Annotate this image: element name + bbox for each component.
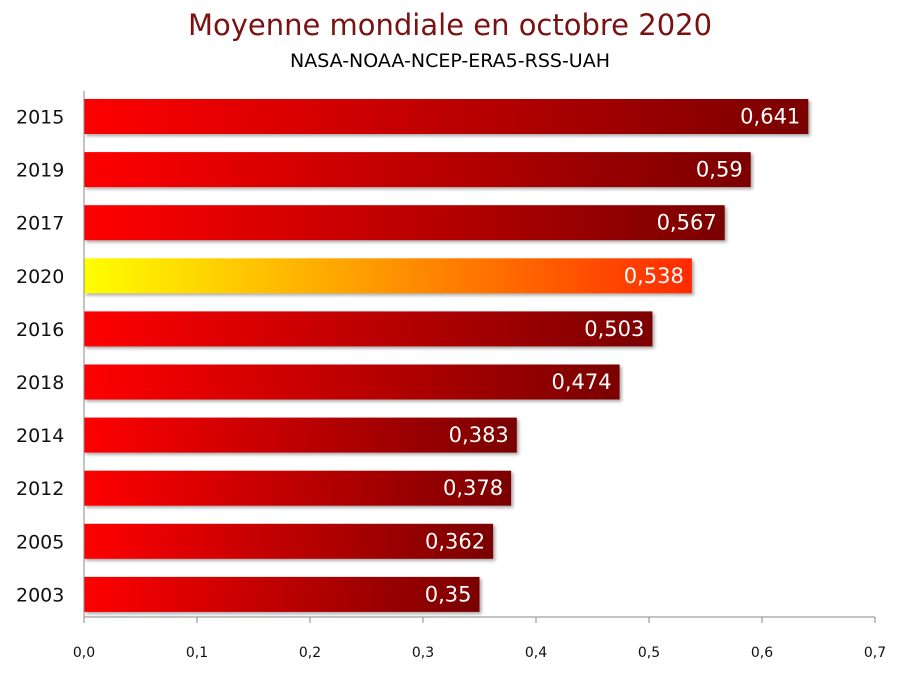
- bar-2018: [84, 364, 620, 400]
- bar-2014: [84, 417, 517, 453]
- data-label-2003: 0,35: [425, 582, 472, 606]
- x-tick-label: 0,1: [186, 645, 208, 661]
- bar-2003: [84, 576, 480, 612]
- bar-2019: [84, 152, 751, 188]
- bar-2005: [84, 523, 494, 559]
- y-tick-label-2016: 2016: [16, 319, 64, 341]
- x-tick-label: 0,7: [864, 645, 886, 661]
- y-tick-label-2012: 2012: [16, 478, 64, 500]
- data-label-2012: 0,378: [443, 476, 503, 500]
- data-label-2018: 0,474: [551, 370, 611, 394]
- bar-2017: [84, 205, 725, 241]
- data-label-2015: 0,641: [740, 105, 800, 129]
- y-tick-label-2019: 2019: [16, 160, 64, 182]
- y-tick-label-2017: 2017: [16, 213, 64, 235]
- bar-2015: [84, 99, 809, 134]
- data-label-2017: 0,567: [657, 211, 717, 235]
- data-label-2019: 0,59: [696, 158, 743, 182]
- chart-subtitle: NASA-NOAA-NCEP-ERA5-RSS-UAH: [290, 50, 610, 72]
- chart-title: Moyenne mondiale en octobre 2020: [187, 8, 713, 42]
- y-tick-label-2018: 2018: [16, 372, 64, 394]
- y-tick-label-2005: 2005: [16, 531, 64, 553]
- data-label-2016: 0,503: [584, 317, 644, 341]
- data-label-2020: 0,538: [624, 264, 684, 288]
- bar-2020: [84, 258, 692, 294]
- y-axis-labels: 2015 2019 2017 2020 2016 2018 2014 2012 2005 2003: [16, 107, 64, 607]
- x-tick-label: 0,5: [638, 645, 660, 661]
- y-tick-label-2003: 2003: [16, 584, 64, 606]
- data-label-2005: 0,362: [425, 529, 485, 553]
- x-axis: 0,0 0,1 0,2 0,3 0,4 0,5 0,6 0,7: [73, 91, 886, 661]
- y-tick-label-2014: 2014: [16, 425, 64, 447]
- bar-2016: [84, 311, 653, 347]
- x-tick-label: 0,6: [751, 645, 773, 661]
- x-tick-label: 0,3: [412, 645, 434, 661]
- data-label-2014: 0,383: [449, 423, 509, 447]
- x-tick-label: 0,2: [299, 645, 321, 661]
- x-tick-label: 0,0: [73, 645, 95, 661]
- bar-2012: [84, 470, 512, 506]
- y-tick-label-2020: 2020: [16, 266, 64, 288]
- bars-group: 0,641 0,59 0,567 0,538 0,503 0,474 0,383 0,378 0…: [84, 99, 809, 612]
- y-tick-label-2015: 2015: [16, 107, 64, 129]
- x-tick-label: 0,4: [525, 645, 547, 661]
